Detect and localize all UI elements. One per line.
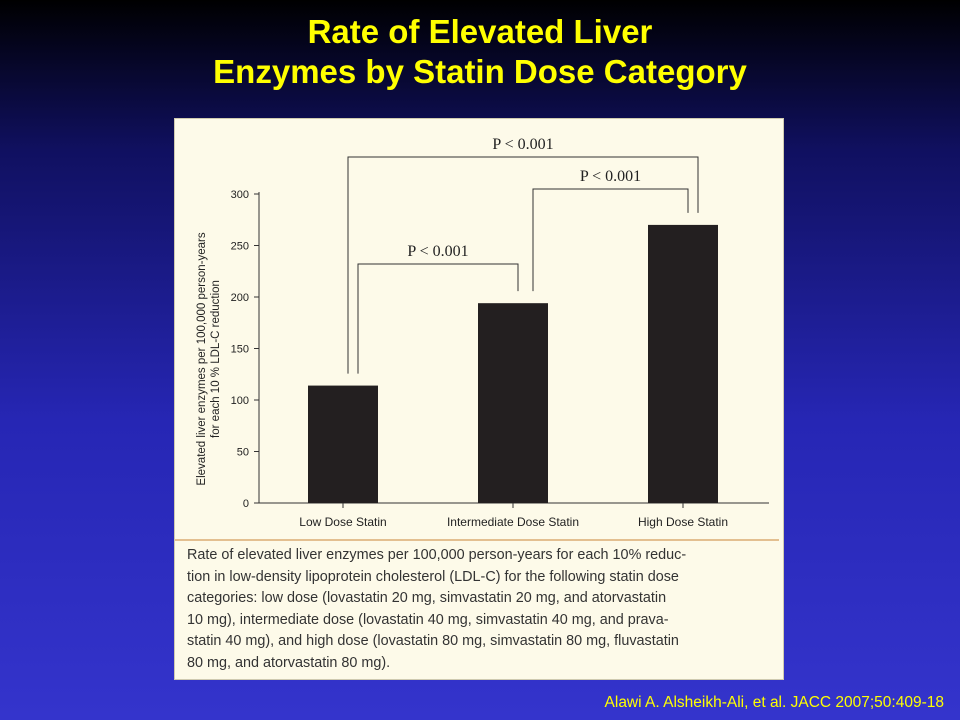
bar-2	[478, 303, 548, 503]
slide-title-line-2: Enzymes by Statin Dose Category	[213, 53, 747, 90]
slide-title: Rate of Elevated Liver Enzymes by Statin…	[0, 12, 960, 92]
p-value-label: P < 0.001	[580, 168, 641, 185]
caption-line: 80 mg, and atorvastatin 80 mg).	[187, 654, 391, 671]
significance-bracket	[357, 263, 519, 374]
y-tick-label: 200	[231, 292, 249, 304]
figure-caption: Rate of elevated liver enzymes per 100,0…	[175, 539, 779, 675]
y-tick-label: 250	[231, 241, 249, 253]
bar-3	[648, 224, 718, 503]
citation: Alawi A. Alsheikh-Ali, et al. JACC 2007;…	[604, 694, 944, 711]
bar-1	[308, 385, 378, 503]
y-axis-label: Elevated liver enzymes per 100,000 perso…	[196, 232, 222, 485]
y-axis-label-line-1: Elevated liver enzymes per 100,000 perso…	[196, 232, 208, 485]
x-category-label: High Dose Statin	[638, 515, 728, 529]
caption-line: 10 mg), intermediate dose (lovastatin 40…	[187, 611, 669, 628]
p-value-label: P < 0.001	[492, 136, 553, 153]
y-tick-label: 100	[231, 395, 249, 407]
bar-chart: 0 50 100 150 200 250 300 Elevated liver enzymes…	[196, 136, 769, 529]
y-tick-label: 150	[231, 344, 249, 356]
figure-panel: 0 50 100 150 200 250 300 Elevated liver enzymes…	[174, 118, 784, 680]
caption-line: tion in low-density lipoprotein choleste…	[187, 568, 679, 585]
significance-bracket	[347, 156, 699, 374]
x-category-label: Low Dose Statin	[299, 515, 386, 529]
significance-bracket	[532, 188, 689, 292]
y-axis-label-line-2: for each 10 % LDL-C reduction	[210, 280, 222, 438]
y-tick-label: 50	[237, 447, 249, 459]
caption-line: Rate of elevated liver enzymes per 100,0…	[187, 547, 687, 563]
caption-line: statin 40 mg), and high dose (lovastatin…	[187, 633, 679, 649]
slide-title-line-1: Rate of Elevated Liver	[307, 13, 653, 50]
caption-line: categories: low dose (lovastatin 20 mg, …	[187, 590, 667, 606]
p-value-label: P < 0.001	[407, 243, 468, 260]
x-category-label: Intermediate Dose Statin	[447, 515, 579, 529]
y-tick-label: 300	[231, 189, 249, 201]
y-tick-label: 0	[243, 498, 249, 510]
